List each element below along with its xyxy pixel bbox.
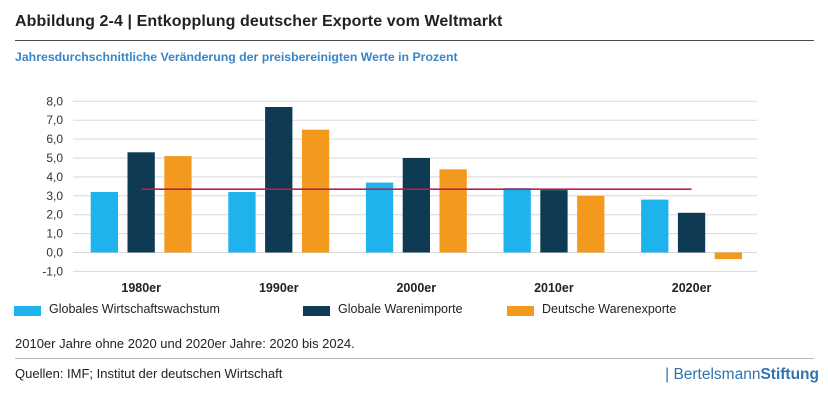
svg-text:3,0: 3,0 [46,189,63,203]
svg-text:1980er: 1980er [121,281,161,295]
svg-text:2010er: 2010er [534,281,574,295]
svg-text:6,0: 6,0 [46,132,63,146]
svg-text:-1,0: -1,0 [42,264,63,278]
svg-text:7,0: 7,0 [46,113,63,127]
svg-text:1,0: 1,0 [46,227,63,241]
svg-text:0,0: 0,0 [46,246,63,260]
svg-text:2000er: 2000er [396,281,436,295]
svg-text:5,0: 5,0 [46,151,63,165]
svg-text:2,0: 2,0 [46,208,63,222]
svg-text:8,0: 8,0 [46,94,63,108]
svg-text:1990er: 1990er [259,281,299,295]
svg-text:4,0: 4,0 [46,170,63,184]
svg-text:2020er: 2020er [672,281,712,295]
